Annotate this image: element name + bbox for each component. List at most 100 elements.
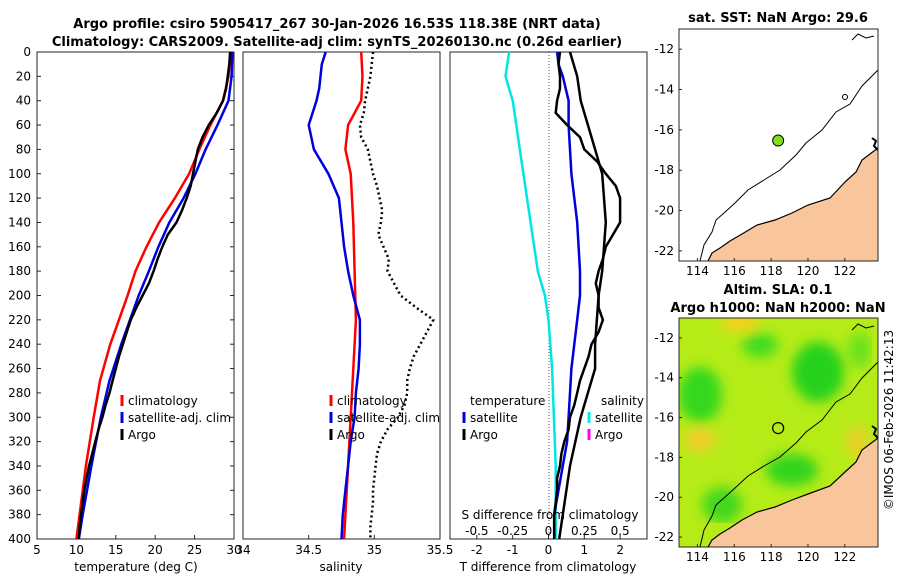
lon-tick-label: 118 <box>760 550 783 564</box>
sst-map-title: sat. SST: NaN Argo: 29.6 <box>688 11 868 26</box>
depth-tick-label: 300 <box>8 410 31 424</box>
depth-tick-label: 100 <box>8 167 31 181</box>
lon-tick-label: 122 <box>833 264 856 278</box>
legend-label-climatology: climatology <box>337 394 407 408</box>
depth-tick-label: 260 <box>8 362 31 376</box>
sla-coastline <box>707 437 878 547</box>
legend-label-t-satellite: satellite <box>470 411 518 425</box>
difference-top-axis-label: S difference from climatology <box>462 508 639 522</box>
salinity-legend: climatology satellite-adj. clim Argo <box>329 394 440 442</box>
sst-island-contour <box>851 33 875 41</box>
series-line-s-argo <box>552 51 622 539</box>
lat-tick-label: -18 <box>654 450 674 464</box>
legend-label-argo: Argo <box>337 428 365 442</box>
lat-tick-label: -22 <box>654 530 674 544</box>
salinity-x-label: salinity <box>319 560 362 574</box>
difference-series <box>504 51 622 540</box>
x-tick-label: -1 <box>507 543 519 557</box>
x-tick-label: 30 <box>226 543 241 557</box>
legend-label-argo: Argo <box>128 428 156 442</box>
lon-tick-label: 122 <box>833 550 856 564</box>
sla-land-australia <box>708 438 878 547</box>
depth-tick-label: 180 <box>8 264 31 278</box>
series-line-argo <box>77 51 232 540</box>
sst-map-frame <box>678 28 879 262</box>
difference-x-label: T difference from climatology <box>459 560 637 574</box>
series-line-t-argo <box>557 51 608 540</box>
depth-tick-label: 240 <box>8 337 31 351</box>
salinity-x-ticks: 34 34.5 35 35.5 <box>235 535 453 557</box>
sst-argo-marker <box>772 134 785 147</box>
salinity-series <box>307 51 435 540</box>
sla-map-title-line2: Argo h1000: NaN h2000: NaN <box>670 301 885 316</box>
salinity-axes <box>242 51 441 540</box>
x-tick-label: 25 <box>187 543 202 557</box>
series-line-satellite-adj-clim <box>307 51 362 540</box>
difference-top-ticks: -0.5 -0.25 0 0.25 0.5 <box>465 524 630 538</box>
lat-tick-label: -18 <box>654 163 674 177</box>
sla-map-frame <box>678 317 879 548</box>
x-tick-label: 10 <box>69 543 84 557</box>
sla-map-ticks: 114 116 118 120 122 -12 -14 -16 -18 -20 -22 <box>654 331 856 564</box>
sst-map: sat. SST: NaN Argo: 29.6 114 116 118 120 122… <box>654 11 879 278</box>
lon-tick-label: 116 <box>723 550 746 564</box>
depth-tick-label: 200 <box>8 289 31 303</box>
legend-label-climatology: climatology <box>128 394 198 408</box>
lat-tick-label: -14 <box>654 371 674 385</box>
s-diff-tick-label: -0.5 <box>465 524 488 538</box>
s-diff-tick-label: -0.25 <box>497 524 528 538</box>
sla-map-title-line1: Altim. SLA: 0.1 <box>724 283 833 298</box>
depth-tick-label: 320 <box>8 435 31 449</box>
lat-tick-label: -16 <box>654 123 674 137</box>
legend-title-temperature: temperature <box>470 394 545 408</box>
depth-tick-label: 0 <box>23 45 31 59</box>
sla-argo-marker <box>772 422 785 435</box>
lat-tick-label: -20 <box>654 490 674 504</box>
x-tick-label: 5 <box>33 543 41 557</box>
x-tick-label: 1 <box>580 543 588 557</box>
sla-anomaly-patches <box>679 318 872 523</box>
salinity-panel: 34 34.5 35 35.5 salinity climatology satell… <box>235 51 453 574</box>
sst-coastline <box>707 147 878 261</box>
lat-tick-label: -12 <box>654 42 674 56</box>
difference-x-ticks: -2 -1 0 1 2 <box>471 535 624 557</box>
s-diff-tick-label: 0.5 <box>611 524 630 538</box>
x-tick-label: -2 <box>471 543 483 557</box>
sst-map-ticks: 114 116 118 120 122 -12 -14 -16 -18 -20 -22 <box>654 42 856 278</box>
x-tick-label: 35 <box>367 543 382 557</box>
x-tick-label: 15 <box>108 543 123 557</box>
lat-tick-label: -22 <box>654 244 674 258</box>
imos-credit: ©IMOS 06-Feb-2026 11:42:13 <box>882 330 896 510</box>
depth-tick-label: 360 <box>8 483 31 497</box>
series-line-t-satellite <box>504 51 557 539</box>
x-tick-label: 2 <box>616 543 624 557</box>
sla-island-contour <box>851 323 875 331</box>
temperature-x-ticks: 5 10 15 20 25 30 <box>33 535 242 557</box>
figure-title-line1: Argo profile: csiro 5905417_267 30-Jan-2… <box>73 17 600 32</box>
s-diff-tick-label: 0 <box>545 524 553 538</box>
legend-title-salinity: salinity <box>601 394 644 408</box>
lon-tick-label: 116 <box>723 264 746 278</box>
lat-tick-label: -16 <box>654 411 674 425</box>
legend-label-s-argo: Argo <box>595 428 623 442</box>
sst-land-australia <box>708 148 878 261</box>
x-tick-label: 0 <box>545 543 553 557</box>
depth-tick-label: 140 <box>8 215 31 229</box>
depth-tick-label: 220 <box>8 313 31 327</box>
sst-island <box>842 94 848 100</box>
lat-tick-label: -14 <box>654 83 674 97</box>
legend-label-satellite: satellite-adj. clim <box>337 411 440 425</box>
lat-tick-label: -12 <box>654 331 674 345</box>
depth-tick-label: 80 <box>16 142 31 156</box>
legend-label-satellite: satellite-adj. clim <box>128 411 231 425</box>
legend-label-t-argo: Argo <box>470 428 498 442</box>
difference-panel: -2 -1 0 1 2 T difference from climatology S … <box>449 51 648 574</box>
lon-tick-label: 120 <box>797 550 820 564</box>
figure-title-line2: Climatology: CARS2009. Satellite-adj cli… <box>52 35 622 50</box>
lat-tick-label: -20 <box>654 204 674 218</box>
x-tick-label: 34.5 <box>295 543 322 557</box>
depth-tick-label: 400 <box>8 532 31 546</box>
depth-tick-label: 120 <box>8 191 31 205</box>
depth-tick-label: 40 <box>16 94 31 108</box>
